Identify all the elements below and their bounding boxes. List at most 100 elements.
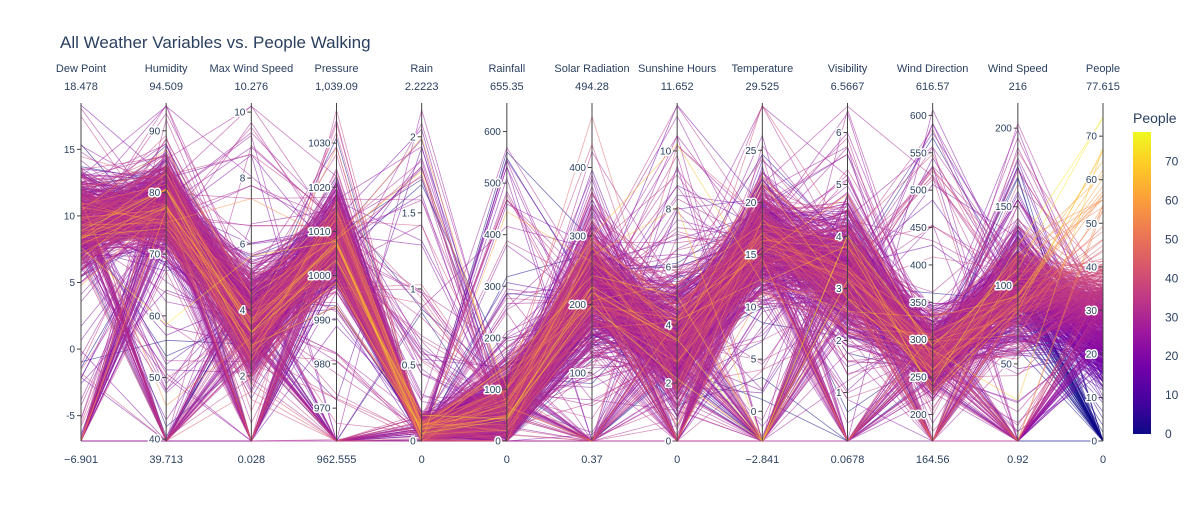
axis-label: Rainfall (488, 63, 525, 75)
axis-wind-speed[interactable]: Wind Speed 216 0.92 50 100 150 200 (988, 63, 1048, 466)
tick-label: 100 (569, 368, 586, 379)
axis-min-label: 0.028 (238, 454, 266, 466)
axis-max-label: 77.615 (1086, 81, 1120, 93)
axis-rainfall[interactable]: Rainfall 655.35 00 100 200 300 400 500 600 (483, 63, 526, 466)
tick-label: 550 (910, 148, 927, 159)
tick-label: 6 (240, 240, 246, 251)
tick-label: 150 (995, 202, 1012, 213)
axis-max-label: 655.35 (490, 81, 524, 93)
tick-label: 50 (1086, 219, 1098, 230)
axis-dew-point[interactable]: Dew Point 18.478 −6.901 -5 0 5 10 15 (56, 63, 106, 466)
axis-wind-direction[interactable]: Wind Direction 616.57 164.56 200 250 300 350 40… (897, 63, 969, 466)
tick-label: 450 (910, 223, 927, 234)
chart-title: All Weather Variables vs. People Walking (60, 33, 371, 52)
axis-max-label: 6.5667 (831, 81, 865, 93)
colorbar-tick-label: 20 (1165, 349, 1179, 363)
tick-label: 5 (836, 180, 842, 191)
tick-label: 90 (149, 126, 161, 137)
axis-rain[interactable]: Rain 2.2223 00 0.5 1 1.5 2 (400, 63, 439, 466)
tick-label: 8 (666, 204, 672, 215)
axis-min-label: 0 (504, 454, 510, 466)
axis-min-label: 164.56 (916, 454, 950, 466)
tick-label: 500 (910, 186, 927, 197)
tick-label: 400 (484, 230, 501, 241)
axis-sunshine-hours[interactable]: Sunshine Hours 11.652 00 2 4 6 8 10 (638, 63, 717, 466)
tick-label: 1030 (308, 139, 331, 150)
tick-label: 5 (751, 355, 757, 366)
axis-label: Humidity (145, 63, 188, 75)
tick-label: -5 (66, 411, 75, 422)
tick-label: 600 (910, 111, 927, 122)
colorbar: People 0 10 20 30 40 50 60 70 (1133, 110, 1179, 441)
tick-label: 100 (995, 281, 1012, 292)
tick-label: 70 (1086, 132, 1098, 143)
axis-label: Wind Direction (897, 63, 969, 75)
tick-label: 15 (64, 145, 76, 156)
axis-max-label: 1,039.09 (315, 81, 358, 93)
axis-label: Wind Speed (988, 63, 1048, 75)
axis-max-label: 2.2223 (405, 81, 439, 93)
axis-max-label: 94.509 (149, 81, 183, 93)
tick-label: 0 (69, 345, 75, 356)
axis-humidity[interactable]: Humidity 94.509 39.713 40 50 60 70 80 90 (145, 63, 188, 466)
tick-label: 40 (149, 435, 161, 446)
tick-label: 60 (1086, 175, 1098, 186)
tick-label: 8 (240, 174, 246, 185)
tick-label: 10 (745, 302, 757, 313)
tick-label: 20 (745, 198, 757, 209)
tick-label: 4 (240, 305, 246, 316)
axis-solar-radiation[interactable]: Solar Radiation 494.28 0.37 100 200 300 400 (554, 63, 629, 466)
tick-label: 40 (1086, 262, 1098, 273)
tick-label: 600 (484, 127, 501, 138)
axis-label: Dew Point (56, 63, 106, 75)
axis-people[interactable]: People 77.615 00 10 20 30 40 50 60 70 (1084, 63, 1120, 466)
tick-label: 60 (149, 311, 161, 322)
colorbar-tick-label: 50 (1165, 232, 1179, 246)
colorbar-title: People (1133, 110, 1177, 126)
axis-min-label: −2.841 (745, 454, 779, 466)
axis-label: People (1086, 63, 1120, 75)
colorbar-tick-label: 0 (1165, 427, 1172, 441)
axis-label: Sunshine Hours (638, 63, 717, 75)
axis-pressure[interactable]: Pressure 1,039.09 962.555 970 980 990 1000 1010… (307, 63, 359, 466)
axis-min-label: 0 (1100, 454, 1106, 466)
tick-label: 10 (234, 108, 246, 119)
colorbar-tick-label: 10 (1165, 388, 1179, 402)
colorbar-tick-label: 70 (1165, 155, 1179, 169)
tick-label: 10 (64, 211, 76, 222)
tick-label: 2 (836, 336, 842, 347)
tick-label: 4 (836, 232, 842, 243)
axis-min-label: 39.713 (149, 454, 183, 466)
axis-min-label: 0.0678 (831, 454, 865, 466)
axis-label: Pressure (314, 63, 358, 75)
tick-label: 1 (410, 284, 416, 295)
axis-visibility[interactable]: Visibility 6.5667 0.0678 1 2 3 4 5 6 (828, 63, 868, 466)
tick-label: 970 (314, 404, 331, 415)
axis-max-wind-speed[interactable]: Max Wind Speed 10.276 0.028 2 4 6 8 10 (209, 63, 293, 466)
tick-label: 980 (314, 359, 331, 370)
tick-label: 6 (666, 262, 672, 273)
axis-min-label: 0.37 (581, 454, 602, 466)
tick-label: 2 (410, 132, 416, 143)
tick-label: 200 (995, 124, 1012, 135)
tick-label: 0.5 (402, 360, 416, 371)
colorbar-tick-label: 40 (1165, 271, 1179, 285)
tick-label: 990 (314, 315, 331, 326)
tick-label: 1.5 (402, 208, 416, 219)
tick-label: 0 (751, 407, 757, 418)
tick-label: 1020 (308, 183, 331, 194)
axis-max-label: 494.28 (575, 81, 609, 93)
axis-temperature[interactable]: Temperature 29.525 −2.841 0 5 10 15 20 25 (731, 63, 793, 466)
tick-label: 100 (484, 385, 501, 396)
tick-label: 200 (484, 333, 501, 344)
axis-min-label: 0.92 (1007, 454, 1028, 466)
axes: Dew Point18.478−6.901-5051015Humidity94.… (56, 63, 1120, 466)
tick-label: 50 (149, 373, 161, 384)
axis-max-label: 11.652 (661, 81, 694, 93)
tick-label: 15 (745, 250, 757, 261)
axis-label: Solar Radiation (554, 63, 629, 75)
tick-label: 1010 (308, 227, 331, 238)
tick-label: 0 (666, 437, 672, 448)
colorbar-tick-label: 30 (1165, 310, 1179, 324)
